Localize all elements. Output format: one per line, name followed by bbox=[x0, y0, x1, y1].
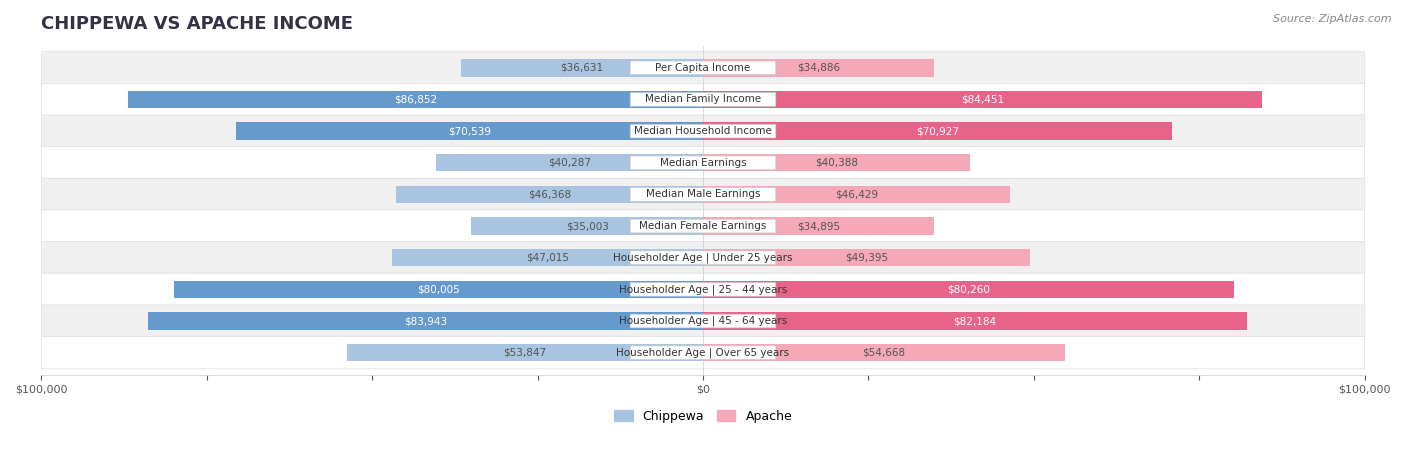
FancyBboxPatch shape bbox=[630, 92, 776, 106]
FancyBboxPatch shape bbox=[41, 83, 1365, 116]
Text: $47,015: $47,015 bbox=[526, 253, 569, 263]
Text: Householder Age | Under 25 years: Householder Age | Under 25 years bbox=[613, 253, 793, 263]
Text: $82,184: $82,184 bbox=[953, 316, 997, 326]
Text: $84,451: $84,451 bbox=[960, 94, 1004, 105]
FancyBboxPatch shape bbox=[630, 219, 776, 233]
Bar bbox=[236, 122, 703, 140]
Bar bbox=[396, 186, 703, 203]
Legend: Chippewa, Apache: Chippewa, Apache bbox=[609, 405, 797, 428]
Text: $46,429: $46,429 bbox=[835, 190, 879, 199]
Text: $34,895: $34,895 bbox=[797, 221, 839, 231]
Text: CHIPPEWA VS APACHE INCOME: CHIPPEWA VS APACHE INCOME bbox=[41, 15, 353, 33]
Bar bbox=[436, 154, 703, 171]
Bar bbox=[703, 186, 1011, 203]
Text: $70,927: $70,927 bbox=[917, 126, 959, 136]
Text: $80,005: $80,005 bbox=[418, 284, 460, 294]
Text: Source: ZipAtlas.com: Source: ZipAtlas.com bbox=[1274, 14, 1392, 24]
FancyBboxPatch shape bbox=[630, 251, 776, 264]
Text: $35,003: $35,003 bbox=[565, 221, 609, 231]
Text: $86,852: $86,852 bbox=[394, 94, 437, 105]
Bar bbox=[703, 281, 1234, 298]
Text: $53,847: $53,847 bbox=[503, 348, 547, 358]
Bar bbox=[703, 91, 1261, 108]
Text: Per Capita Income: Per Capita Income bbox=[655, 63, 751, 73]
Text: Median Earnings: Median Earnings bbox=[659, 158, 747, 168]
Bar bbox=[461, 59, 703, 77]
FancyBboxPatch shape bbox=[630, 156, 776, 170]
Bar bbox=[347, 344, 703, 361]
FancyBboxPatch shape bbox=[41, 115, 1365, 147]
Text: $49,395: $49,395 bbox=[845, 253, 889, 263]
Text: Median Male Earnings: Median Male Earnings bbox=[645, 190, 761, 199]
Bar bbox=[148, 312, 703, 330]
Text: $83,943: $83,943 bbox=[404, 316, 447, 326]
FancyBboxPatch shape bbox=[630, 346, 776, 360]
Bar bbox=[703, 154, 970, 171]
FancyBboxPatch shape bbox=[41, 241, 1365, 274]
FancyBboxPatch shape bbox=[630, 188, 776, 201]
Text: $54,668: $54,668 bbox=[862, 348, 905, 358]
Text: $36,631: $36,631 bbox=[560, 63, 603, 73]
Text: $70,539: $70,539 bbox=[449, 126, 491, 136]
Bar bbox=[703, 59, 934, 77]
FancyBboxPatch shape bbox=[630, 61, 776, 75]
Bar bbox=[703, 249, 1029, 267]
FancyBboxPatch shape bbox=[41, 273, 1365, 305]
FancyBboxPatch shape bbox=[41, 147, 1365, 179]
FancyBboxPatch shape bbox=[41, 210, 1365, 242]
Bar bbox=[392, 249, 703, 267]
FancyBboxPatch shape bbox=[41, 178, 1365, 211]
FancyBboxPatch shape bbox=[41, 305, 1365, 337]
Bar bbox=[128, 91, 703, 108]
Text: Householder Age | 25 - 44 years: Householder Age | 25 - 44 years bbox=[619, 284, 787, 295]
Bar bbox=[703, 344, 1064, 361]
Text: $80,260: $80,260 bbox=[948, 284, 990, 294]
Bar bbox=[703, 312, 1247, 330]
FancyBboxPatch shape bbox=[630, 124, 776, 138]
Text: $34,886: $34,886 bbox=[797, 63, 839, 73]
Text: Householder Age | 45 - 64 years: Householder Age | 45 - 64 years bbox=[619, 316, 787, 326]
Bar bbox=[471, 217, 703, 235]
Text: $40,287: $40,287 bbox=[548, 158, 591, 168]
FancyBboxPatch shape bbox=[41, 52, 1365, 84]
Text: Median Household Income: Median Household Income bbox=[634, 126, 772, 136]
Text: $46,368: $46,368 bbox=[529, 190, 571, 199]
Bar bbox=[703, 122, 1173, 140]
Text: Householder Age | Over 65 years: Householder Age | Over 65 years bbox=[616, 347, 790, 358]
FancyBboxPatch shape bbox=[630, 314, 776, 328]
Text: Median Family Income: Median Family Income bbox=[645, 94, 761, 105]
Text: Median Female Earnings: Median Female Earnings bbox=[640, 221, 766, 231]
Bar bbox=[173, 281, 703, 298]
Bar bbox=[703, 217, 934, 235]
Text: $40,388: $40,388 bbox=[815, 158, 858, 168]
FancyBboxPatch shape bbox=[41, 337, 1365, 369]
FancyBboxPatch shape bbox=[630, 283, 776, 296]
